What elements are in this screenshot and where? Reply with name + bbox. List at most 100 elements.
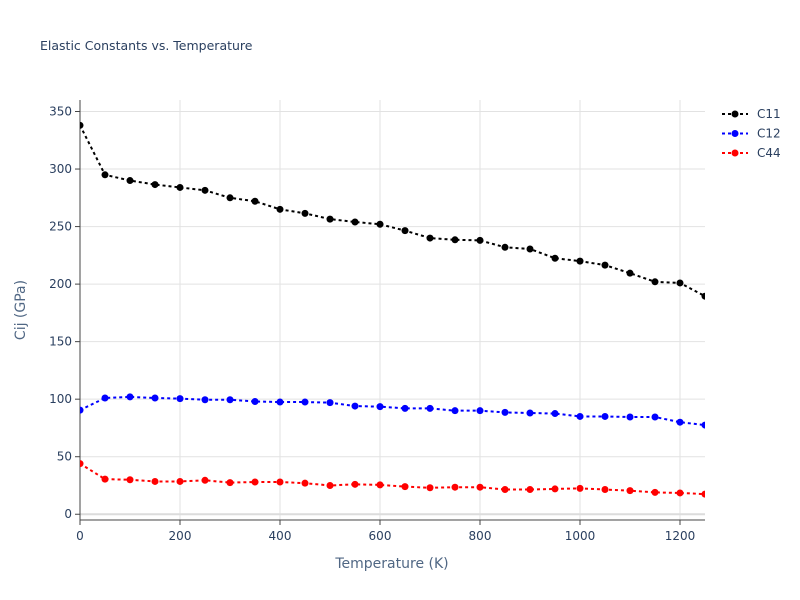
data-point-c11[interactable] <box>626 269 634 277</box>
data-point-c12[interactable] <box>626 413 634 421</box>
data-point-c44[interactable] <box>226 479 234 487</box>
data-point-c11[interactable] <box>451 236 459 244</box>
data-point-c11[interactable] <box>526 245 534 253</box>
legend[interactable]: C11 C12 C44 <box>722 107 781 160</box>
data-point-c44[interactable] <box>476 483 484 491</box>
data-point-c11[interactable] <box>126 177 134 185</box>
data-point-c44[interactable] <box>401 483 409 491</box>
data-point-c12[interactable] <box>126 393 134 401</box>
data-point-c11[interactable] <box>77 121 84 129</box>
data-point-c44[interactable] <box>326 481 334 489</box>
data-point-c44[interactable] <box>551 485 559 493</box>
data-point-c44[interactable] <box>626 487 634 495</box>
data-point-c11[interactable] <box>251 197 259 205</box>
data-point-c12[interactable] <box>551 410 559 418</box>
data-point-c12[interactable] <box>251 397 259 405</box>
data-point-c44[interactable] <box>501 486 509 494</box>
data-point-c12[interactable] <box>151 394 159 402</box>
data-point-c12[interactable] <box>276 398 284 406</box>
data-point-c12[interactable] <box>226 396 234 404</box>
data-point-c11[interactable] <box>551 254 559 262</box>
data-point-c44[interactable] <box>526 486 534 494</box>
series-line-c44 <box>80 462 705 496</box>
data-point-c11[interactable] <box>426 234 434 242</box>
data-point-c12[interactable] <box>476 407 484 415</box>
data-point-c12[interactable] <box>576 412 584 420</box>
data-point-c11[interactable] <box>351 218 359 226</box>
data-point-c11[interactable] <box>651 278 659 286</box>
data-point-c12[interactable] <box>601 412 609 420</box>
data-point-c44[interactable] <box>601 486 609 494</box>
data-point-c44[interactable] <box>676 489 684 497</box>
data-point-c12[interactable] <box>701 421 709 429</box>
data-point-c11[interactable] <box>226 194 234 202</box>
data-point-c12[interactable] <box>201 396 209 404</box>
data-point-c44[interactable] <box>176 477 184 485</box>
data-point-c12[interactable] <box>401 404 409 412</box>
data-point-c44[interactable] <box>576 484 584 492</box>
data-point-c11[interactable] <box>401 227 409 235</box>
y-tick-label: 100 <box>49 392 72 406</box>
series-c44 <box>77 460 709 498</box>
data-point-c12[interactable] <box>77 406 84 414</box>
data-point-c44[interactable] <box>376 481 384 489</box>
data-point-c11[interactable] <box>301 209 309 217</box>
data-point-c11[interactable] <box>276 205 284 213</box>
grid <box>80 100 705 520</box>
data-point-c12[interactable] <box>651 413 659 421</box>
legend-swatch-marker <box>731 149 739 157</box>
data-point-c12[interactable] <box>526 409 534 417</box>
data-point-c44[interactable] <box>426 484 434 492</box>
legend-label: C44 <box>757 146 781 160</box>
data-point-c11[interactable] <box>601 261 609 269</box>
data-point-c11[interactable] <box>701 292 709 300</box>
data-point-c11[interactable] <box>326 215 334 223</box>
data-point-c12[interactable] <box>101 394 109 402</box>
y-tick-label: 250 <box>49 220 72 234</box>
legend-item-c44[interactable]: C44 <box>722 146 781 160</box>
data-point-c12[interactable] <box>351 402 359 410</box>
data-point-c44[interactable] <box>101 475 109 483</box>
legend-label: C12 <box>757 127 781 141</box>
y-tick-label: 300 <box>49 162 72 176</box>
data-point-c11[interactable] <box>151 181 159 189</box>
y-tick-label: 350 <box>49 105 72 119</box>
data-point-c12[interactable] <box>676 418 684 426</box>
data-point-c44[interactable] <box>351 480 359 488</box>
y-tick-label: 150 <box>49 335 72 349</box>
data-point-c44[interactable] <box>276 478 284 486</box>
data-point-c12[interactable] <box>176 395 184 403</box>
x-tick-label: 800 <box>469 529 492 543</box>
data-point-c12[interactable] <box>326 399 334 407</box>
legend-label: C11 <box>757 107 781 121</box>
data-point-c44[interactable] <box>201 476 209 484</box>
data-point-c44[interactable] <box>77 460 84 468</box>
data-point-c44[interactable] <box>451 483 459 491</box>
data-point-c12[interactable] <box>426 404 434 412</box>
data-point-c11[interactable] <box>476 236 484 244</box>
data-point-c44[interactable] <box>701 490 709 498</box>
data-point-c44[interactable] <box>151 477 159 485</box>
chart-title: Elastic Constants vs. Temperature <box>40 38 253 53</box>
data-point-c11[interactable] <box>576 257 584 265</box>
data-point-c12[interactable] <box>301 398 309 406</box>
data-point-c12[interactable] <box>501 408 509 416</box>
data-point-c44[interactable] <box>651 488 659 496</box>
y-tick-label: 200 <box>49 277 72 291</box>
data-point-c11[interactable] <box>676 279 684 287</box>
data-point-c11[interactable] <box>501 243 509 251</box>
data-point-c44[interactable] <box>301 479 309 487</box>
data-point-c11[interactable] <box>201 186 209 194</box>
series-line-c11 <box>80 124 705 298</box>
data-point-c12[interactable] <box>376 403 384 411</box>
data-point-c11[interactable] <box>176 183 184 191</box>
data-point-c11[interactable] <box>376 220 384 228</box>
data-point-c44[interactable] <box>126 476 134 484</box>
legend-item-c11[interactable]: C11 <box>722 107 781 121</box>
legend-swatch-marker <box>731 110 739 118</box>
data-point-c12[interactable] <box>451 407 459 415</box>
data-point-c11[interactable] <box>101 171 109 179</box>
legend-item-c12[interactable]: C12 <box>722 127 781 141</box>
data-point-c44[interactable] <box>251 478 259 486</box>
